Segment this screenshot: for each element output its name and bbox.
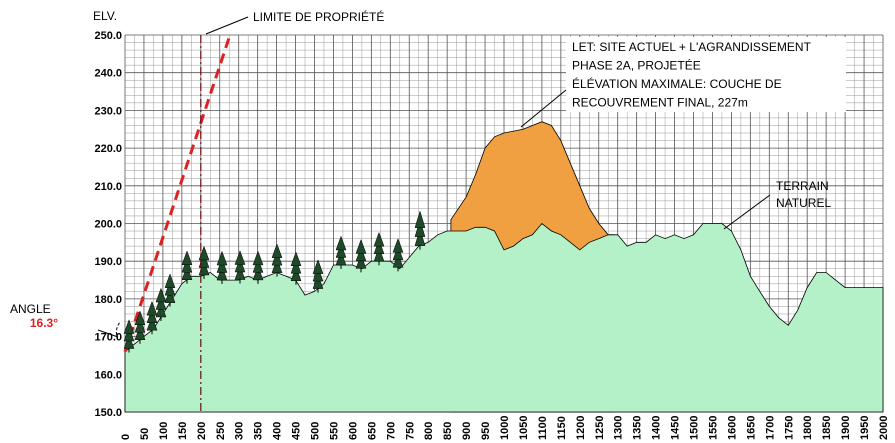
x-tick-label: 200 [196, 422, 208, 440]
x-tick-label: 1750 [783, 416, 795, 440]
x-tick-label: 450 [291, 422, 303, 440]
tree [124, 320, 134, 334]
tree [291, 252, 301, 266]
x-tick-label: 900 [461, 422, 473, 440]
x-tick-label: 1000 [499, 416, 511, 440]
x-tick-label: 1900 [840, 416, 852, 440]
x-tick-label: 1850 [821, 416, 833, 440]
x-tick-label: 850 [442, 422, 454, 440]
y-tick-label: 160.0 [94, 369, 122, 381]
y-tick-label: 150.0 [94, 407, 122, 419]
y-tick-label: 240.0 [94, 68, 122, 80]
y-tick-label: 190.0 [94, 256, 122, 268]
x-tick-label: 1700 [764, 416, 776, 440]
x-tick-label: 1550 [707, 416, 719, 440]
x-tick-label: 1250 [594, 416, 606, 440]
x-tick-label: 150 [177, 422, 189, 440]
landfill-label: RECOUVREMENT FINAL, 227m [572, 96, 748, 110]
x-tick-label: 1200 [575, 416, 587, 440]
tree [156, 288, 166, 302]
y-tick-label: 220.0 [94, 143, 122, 155]
terrain-label: NATUREL [776, 196, 831, 210]
tree [393, 239, 403, 253]
y-tick-label: 250.0 [94, 30, 122, 42]
property-label: LIMITE DE PROPRIÉTÉ [253, 9, 384, 24]
x-tick-label: 650 [366, 422, 378, 440]
tree [415, 211, 425, 227]
x-tick-label: 950 [480, 422, 492, 440]
x-tick-label: 800 [423, 422, 435, 440]
landfill-label: LET: SITE ACTUEL + L'AGRANDISSEMENT [572, 40, 812, 54]
angle-label: ANGLE [10, 302, 51, 316]
x-tick-label: 400 [272, 422, 284, 440]
x-tick-label: 1800 [802, 416, 814, 440]
x-tick-label: 250 [215, 422, 227, 440]
x-tick-label: 1950 [859, 416, 871, 440]
x-tick-label: 750 [404, 422, 416, 440]
x-tick-label: 1350 [632, 416, 644, 440]
tree [235, 251, 245, 265]
x-tick-label: 100 [158, 422, 170, 440]
x-tick-label: 500 [310, 422, 322, 440]
x-tick-label: 1450 [670, 416, 682, 440]
x-tick-label: 1050 [518, 416, 530, 440]
y-tick-label: 230.0 [94, 105, 122, 117]
x-tick-label: 1650 [745, 416, 757, 440]
x-tick-label: 1600 [726, 416, 738, 440]
x-tick-label: 2000 [878, 416, 890, 440]
x-tick-label: 1500 [689, 416, 701, 440]
landfill-label: ÉLÉVATION MAXIMALE: COUCHE DE [572, 76, 782, 91]
x-tick-label: 1150 [556, 416, 568, 440]
x-tick-label: 600 [347, 422, 359, 440]
chart: ELV. LIMITE DE PROPRIÉTÉ 150.0160.0170.0… [0, 0, 895, 443]
x-tick-label: 1400 [651, 416, 663, 440]
x-tick-label: 0 [120, 434, 132, 440]
y-tick-label: 180.0 [94, 294, 122, 306]
x-tick-label: 700 [385, 422, 397, 440]
arrow [206, 17, 248, 34]
landfill-label: PHASE 2A, PROJETÉE [572, 58, 701, 73]
tree [182, 251, 192, 265]
y-tick-label: 200.0 [94, 219, 122, 231]
x-tick-label: 300 [234, 422, 246, 440]
angle-value: 16.3° [30, 316, 58, 330]
x-tick-label: 550 [328, 422, 340, 440]
terrain-label: TERRAIN [776, 179, 829, 193]
x-tick-label: 1300 [613, 416, 625, 440]
x-tick-label: 350 [253, 422, 265, 440]
tree [147, 302, 157, 316]
x-tick-label: 50 [139, 428, 151, 440]
tree [374, 233, 384, 247]
x-tick-label: 1100 [537, 416, 549, 440]
tree [253, 251, 263, 265]
y-axis-label: ELV. [93, 9, 117, 23]
tree [356, 240, 366, 254]
y-tick-label: 210.0 [94, 181, 122, 193]
